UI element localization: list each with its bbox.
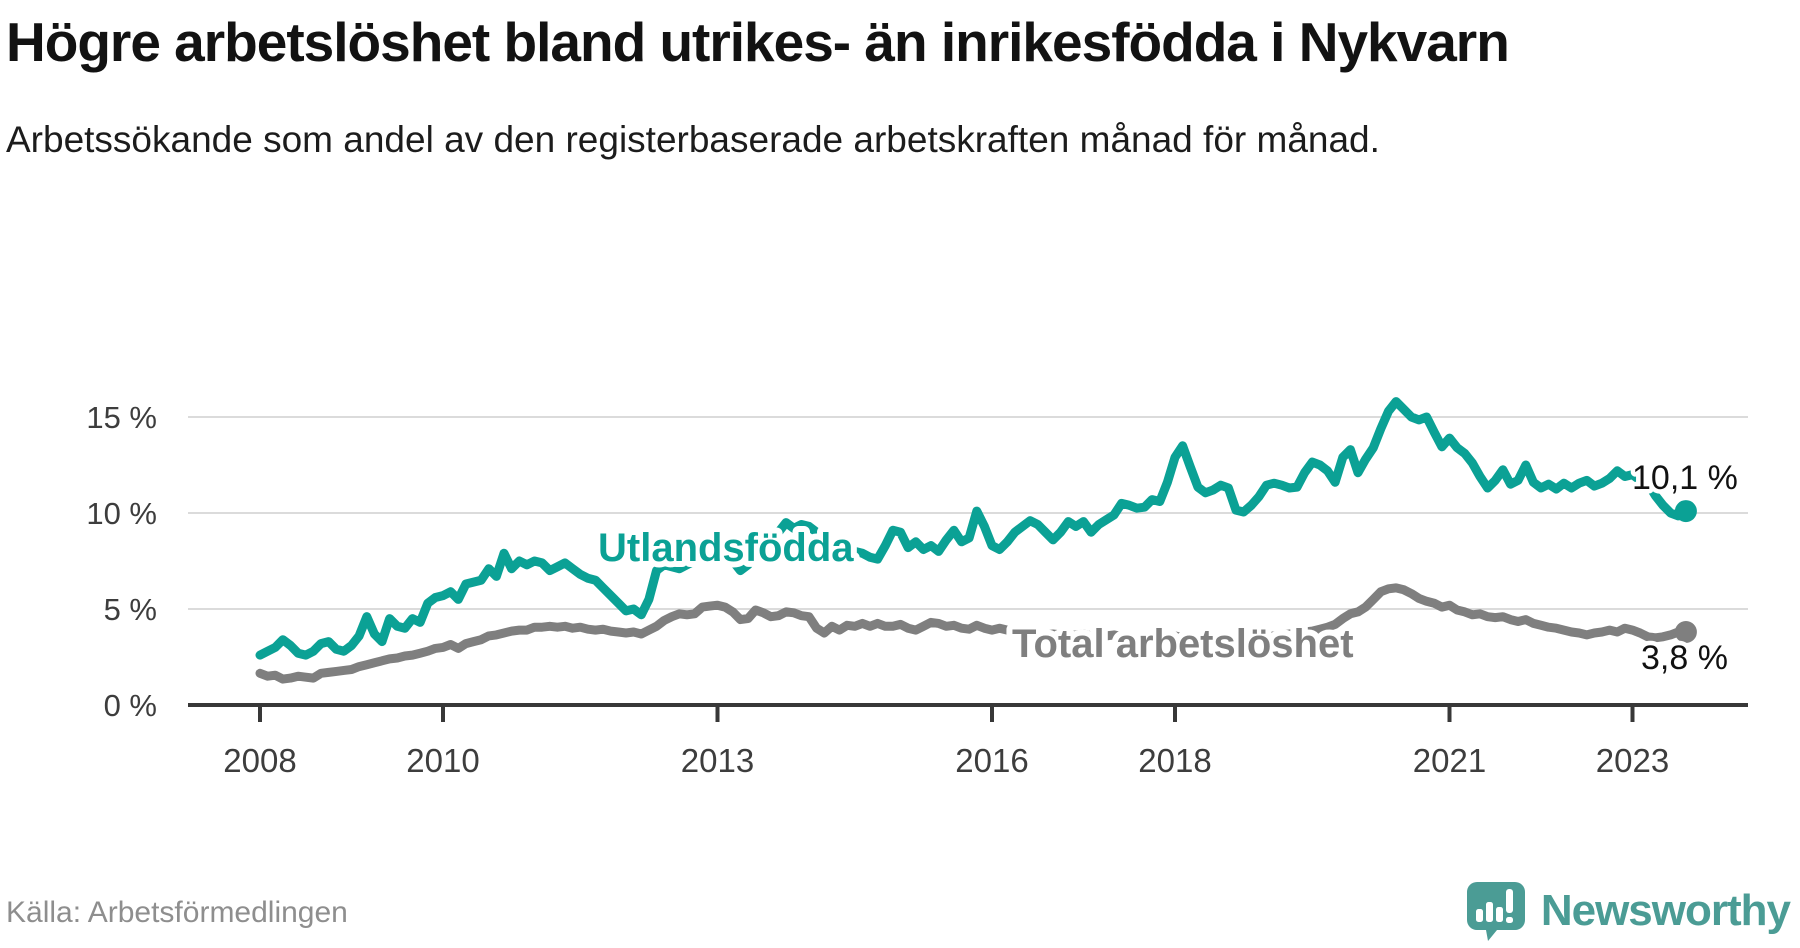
- x-tick-label-2010: 2010: [406, 742, 479, 779]
- series-line-utlandsfodda: [255, 397, 1691, 660]
- series-layer: [255, 397, 1697, 684]
- source-note: Källa: Arbetsförmedlingen: [6, 896, 348, 929]
- page-title: Högre arbetslöshet bland utrikes- än inr…: [6, 11, 1510, 73]
- series-line-total: [255, 583, 1691, 684]
- x-tick-label-2023: 2023: [1596, 742, 1669, 779]
- series-label-total: Total arbetslöshet: [1012, 622, 1354, 666]
- chart-header: Högre arbetslöshet bland utrikes- än inr…: [0, 0, 1800, 168]
- series-label-utlandsfodda: Utlandsfödda: [598, 526, 854, 570]
- x-tick-label-2016: 2016: [955, 742, 1028, 779]
- newsworthy-speech-bubble-chart-icon: [1466, 882, 1525, 941]
- grid-layer: 15 % 10 % 5 % 0 %: [86, 400, 1748, 723]
- end-dot-utlandsfodda: [1674, 500, 1697, 523]
- x-tick-label-2018: 2018: [1138, 742, 1211, 779]
- y-tick-label-5pct: 5 %: [104, 592, 157, 627]
- x-tick-label-2013: 2013: [681, 742, 754, 779]
- x-tick-label-2008: 2008: [223, 742, 296, 779]
- end-dot-total: [1674, 621, 1697, 643]
- y-tick-label-10pct: 10 %: [86, 496, 157, 531]
- end-value-label-utlandsfodda: 10,1 %: [1632, 459, 1738, 497]
- x-tick-label-2021: 2021: [1413, 742, 1486, 779]
- y-tick-label-15pct: 15 %: [86, 400, 157, 435]
- newsworthy-brand[interactable]: Newsworthy: [1465, 880, 1791, 942]
- chart-subtitle: Arbetssökande som andel av den registerb…: [6, 118, 1380, 160]
- brand-name: Newsworthy: [1540, 886, 1791, 935]
- annotation-layer: Utlandsfödda Total arbetslöshet 10,1 % 3…: [592, 455, 1742, 682]
- y-tick-label-0pct: 0 %: [104, 688, 157, 723]
- end-value-label-total: 3,8 %: [1641, 639, 1728, 677]
- axis-layer: 2008 2010 2013 2016 2018 2021 2023: [223, 705, 1669, 779]
